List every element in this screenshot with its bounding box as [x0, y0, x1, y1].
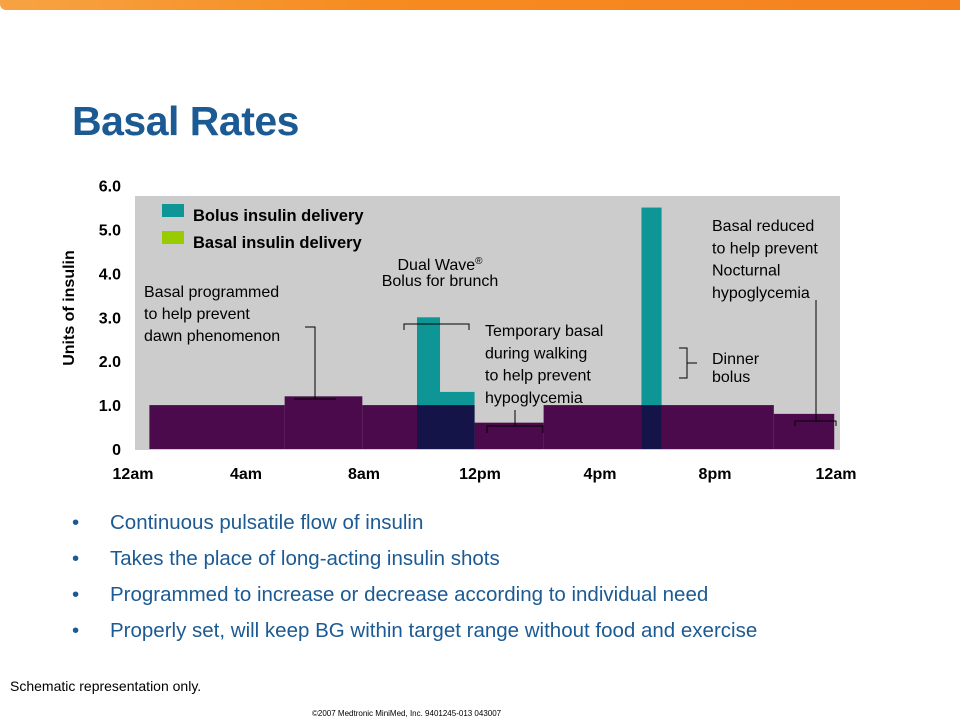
bolus-basal-overlap [440, 405, 475, 449]
x-tick-label: 12am [816, 466, 857, 483]
annotation-basal-reduced: Basal reduced to help prevent Nocturnal hyp… [712, 218, 818, 302]
annotation-line: hypoglycemia [485, 390, 583, 407]
annotation-line: Temporary basal [485, 323, 603, 340]
basal-bar [773, 413, 835, 449]
annotation-line: Basal programmed [144, 284, 279, 301]
annotation-line: bolus [712, 369, 750, 386]
legend-swatch [162, 204, 184, 217]
x-tick-label: 4pm [584, 466, 617, 483]
legend-label: Bolus insulin delivery [193, 207, 364, 225]
annotation-line: to help prevent [712, 240, 818, 257]
legend-label: Basal insulin delivery [193, 234, 363, 252]
basal-bar [149, 405, 285, 449]
bullet-text: Programmed to increase or decrease accor… [110, 583, 709, 606]
bracket-dual [403, 323, 470, 330]
x-tick-label: 12am [113, 466, 154, 483]
bullet-marker: • [72, 619, 80, 642]
basal-bar [474, 422, 544, 449]
x-tick-label: 12pm [459, 466, 501, 483]
basal-bar [284, 396, 363, 449]
annotation-basal-programmed: Basal programmed to help prevent dawn phen… [144, 284, 280, 345]
annotation-dual-wave: Dual Wave® Bolus for brunch [382, 256, 499, 290]
bracket-temp [486, 410, 544, 433]
bullet-marker: • [72, 547, 80, 570]
bolus-basal-overlap [641, 405, 662, 449]
y-axis-label: Units of insulin [61, 250, 78, 366]
copyright: ©2007 Medtronic MiniMed, Inc. 9401245-01… [312, 709, 502, 718]
bullet-text: Continuous pulsatile flow of insulin [110, 511, 424, 534]
annotation-line: hypoglycemia [712, 285, 810, 302]
y-tick-label: 5.0 [99, 223, 121, 240]
y-tick-label: 1.0 [99, 398, 121, 415]
bracket-night [794, 300, 837, 426]
y-tick-label: 4.0 [99, 266, 121, 283]
legend-swatch [162, 231, 184, 244]
x-tick-label: 4am [230, 466, 262, 483]
slide-title: Basal Rates [72, 98, 299, 144]
y-tick-label: 6.0 [99, 179, 121, 196]
annotation-temporary-basal: Temporary basal during walking to help pre… [485, 323, 603, 407]
annotation-line: Dual Wave [397, 257, 475, 274]
x-tick-label: 8pm [699, 466, 732, 483]
annotation-line: Dinner [712, 351, 760, 368]
bracket-dinner [679, 347, 697, 379]
annotation-line: during walking [485, 345, 587, 362]
x-tick-label: 8am [348, 466, 380, 483]
annotation-dinner-bolus: Dinner bolus [712, 351, 760, 386]
bullet-text: Properly set, will keep BG within target… [110, 619, 758, 642]
annotation-line: Basal reduced [712, 218, 814, 235]
y-tick-label: 3.0 [99, 310, 121, 327]
bullet-text: Takes the place of long-acting insulin s… [110, 547, 500, 570]
footnote: Schematic representation only. [10, 678, 202, 694]
y-tick-label: 0 [112, 442, 121, 459]
annotation-line: Nocturnal [712, 263, 780, 280]
bolus-basal-overlap [417, 405, 441, 449]
bracket-dawn [294, 326, 336, 400]
y-tick-label: 2.0 [99, 354, 121, 371]
bullet-marker: • [72, 511, 80, 534]
bullet-marker: • [72, 583, 80, 606]
annotation-line: to help prevent [485, 368, 591, 385]
annotation-line: Bolus for brunch [382, 273, 499, 290]
accent-bar [0, 0, 960, 10]
annotation-line: dawn phenomenon [144, 328, 280, 345]
registered-mark: ® [475, 256, 483, 267]
bolus-bar [641, 207, 662, 449]
annotation-line: to help prevent [144, 306, 250, 323]
basal-rates-chart: 0 1.0 2.0 3.0 4.0 5.0 6.0 12am 4am 8am 12pm 4pm 8pm 1… [61, 179, 857, 483]
